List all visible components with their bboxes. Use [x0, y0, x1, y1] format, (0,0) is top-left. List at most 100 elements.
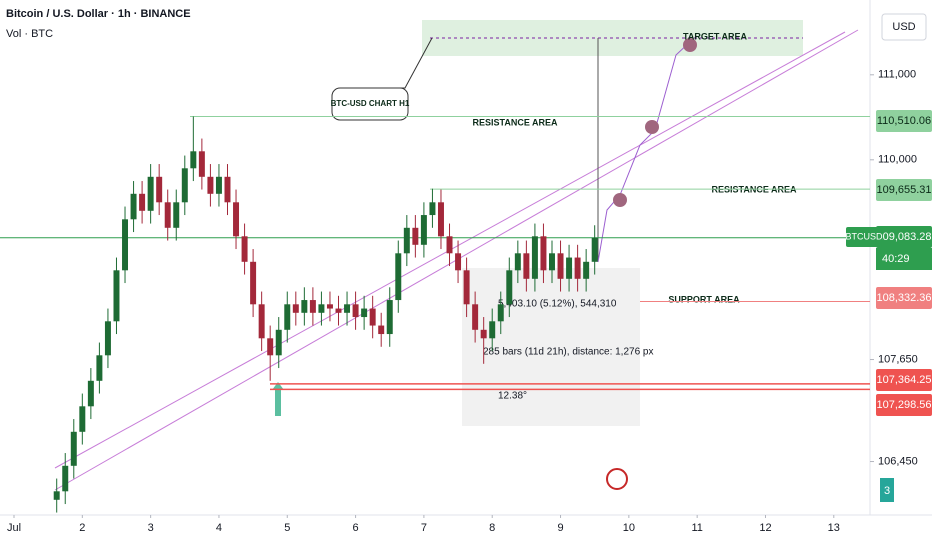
candle-body: [207, 176, 214, 194]
y-tick-label: 107,650: [878, 353, 918, 365]
candle-body: [557, 253, 564, 279]
projection-path: [597, 39, 693, 263]
x-tick-label: 7: [421, 522, 427, 534]
candle-body: [139, 193, 146, 211]
candle-body: [301, 300, 308, 313]
up-arrow: [272, 382, 284, 416]
x-tick-label: 3: [148, 522, 154, 534]
candle-body: [591, 237, 598, 262]
candle-body: [403, 227, 410, 254]
currency-box[interactable]: [881, 13, 927, 41]
candle-body: [147, 176, 154, 211]
y-tick-label: 111,000: [878, 69, 916, 81]
countdown: 40:29: [882, 253, 910, 265]
candle-body: [446, 236, 453, 254]
candle-body: [361, 308, 368, 318]
candle-body: [378, 325, 385, 335]
flag-icon: [606, 468, 628, 490]
x-tick-label: Jul: [7, 522, 21, 534]
resistance-label: RESISTANCE AREA: [472, 117, 558, 127]
candle-body: [258, 304, 265, 339]
x-tick-label: 6: [353, 522, 359, 534]
candle-body: [540, 236, 547, 271]
x-tick-label: 9: [557, 522, 563, 534]
candle-body: [497, 304, 504, 322]
level-label-box: [876, 287, 932, 309]
candle-body: [549, 253, 555, 271]
candle-body: [79, 406, 86, 432]
x-tick-label: 8: [489, 522, 495, 534]
level-label-box: [876, 179, 932, 201]
candle-body: [104, 321, 111, 356]
x-tick-label: 4: [216, 522, 222, 534]
candle-body: [318, 304, 325, 313]
candle-body: [412, 227, 419, 245]
y-tick-label: 106,450: [878, 455, 918, 467]
measure-box: [462, 268, 640, 426]
candle-body: [531, 236, 538, 279]
level-label-box: [876, 226, 932, 248]
candle-body: [284, 304, 291, 330]
candle-body: [566, 257, 573, 279]
candle-body: [181, 168, 188, 203]
support-label: SUPPORT AREA: [668, 294, 740, 304]
candle-body: [87, 380, 94, 407]
candle-body: [292, 304, 299, 313]
candle-body: [472, 304, 479, 330]
candle-body: [198, 151, 205, 177]
countdown-box: [876, 248, 932, 270]
candle-body: [275, 329, 282, 356]
measure-price: 5,403.10 (5.12%), 544,310: [498, 299, 617, 310]
candle-body: [437, 202, 444, 237]
candle-body: [250, 261, 257, 305]
candle-body: [583, 261, 590, 279]
candle-body: [96, 355, 103, 381]
symbol-badge: BTCUSD: [845, 231, 883, 241]
candle-body: [429, 202, 436, 216]
candle-body: [224, 176, 231, 203]
y-tick-label: 110,000: [878, 154, 917, 166]
candle-body: [489, 321, 496, 339]
candle-body: [215, 176, 222, 194]
level-label: 110,510.06: [877, 115, 931, 127]
candle-body: [122, 219, 129, 271]
candle-body: [267, 338, 274, 356]
x-tick-label: 2: [79, 522, 85, 534]
measure-angle: 12.38°: [498, 391, 527, 402]
candle-body: [506, 270, 513, 305]
target-label: TARGET AREA: [683, 31, 747, 41]
x-tick-label: 10: [623, 522, 635, 534]
x-tick-label: 12: [759, 522, 771, 534]
corner-badge: [880, 478, 894, 502]
callout-box: [331, 87, 409, 121]
candle-body: [233, 202, 240, 237]
candle-body: [173, 202, 180, 228]
candle-body: [190, 151, 197, 169]
candle-body: [352, 304, 359, 318]
candle-body: [309, 300, 316, 313]
candle-body: [395, 253, 402, 301]
currency[interactable]: USD: [892, 21, 915, 33]
level-label-box: [876, 110, 932, 132]
candle-body: [574, 257, 581, 279]
candle-body: [326, 304, 333, 309]
candle-body: [335, 308, 342, 313]
level-label-box: [876, 369, 932, 391]
candle-body: [53, 491, 60, 500]
candle-body: [514, 253, 521, 271]
chart-subtitle: Vol · BTC: [6, 28, 53, 40]
level-label: 108,332.36: [876, 292, 931, 304]
callout-text: BTC-USD CHART H1: [331, 99, 410, 108]
x-tick-label: 11: [691, 522, 702, 534]
candle-body: [156, 176, 163, 203]
level-label: 109,083.28: [876, 231, 931, 243]
candle-body: [480, 329, 487, 339]
candle-body: [241, 236, 248, 262]
measure-bars: 285 bars (11d 21h), distance: 1,276 px: [483, 347, 653, 358]
level-label: 109,655.31: [876, 184, 931, 196]
symbol-badge-box: [846, 227, 882, 247]
candle-body: [344, 304, 351, 313]
candle-body: [62, 465, 69, 492]
